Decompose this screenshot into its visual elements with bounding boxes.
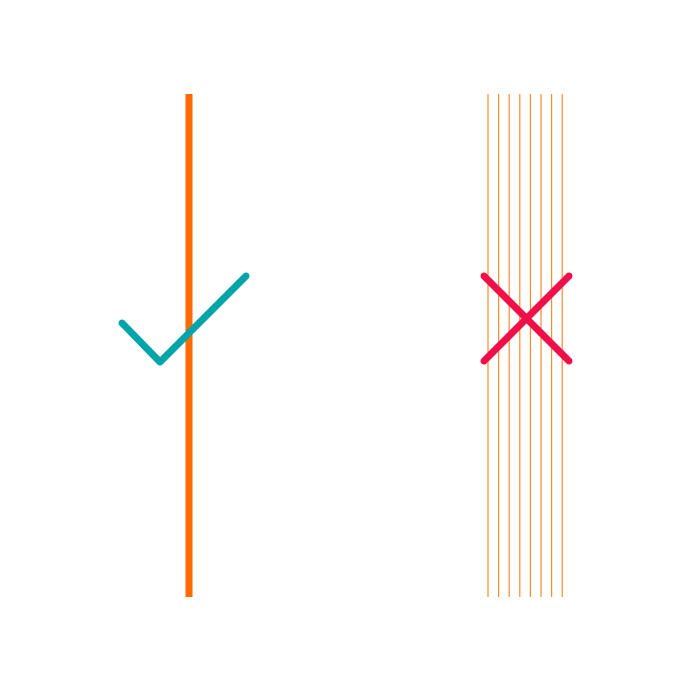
cross-stroke	[480, 272, 573, 365]
bad-example-panel	[480, 94, 573, 597]
check-icon	[118, 272, 250, 366]
good-example-panel	[118, 94, 250, 597]
cross-icon	[480, 272, 573, 365]
